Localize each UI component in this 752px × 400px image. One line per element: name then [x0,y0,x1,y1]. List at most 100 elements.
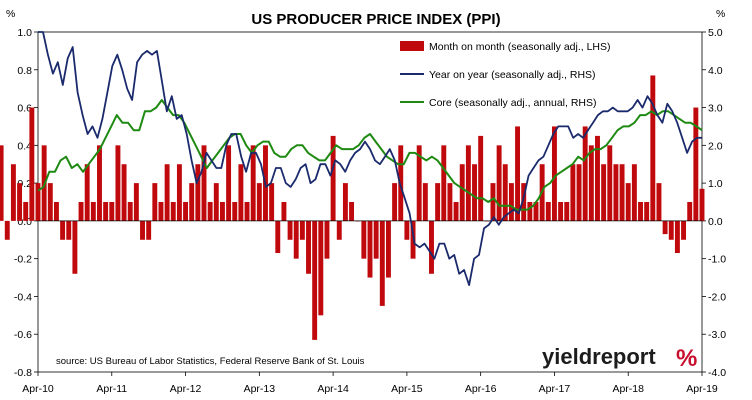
right-tick-label: 3.0 [708,103,723,115]
mom-bar [521,183,527,221]
mom-bar [115,145,121,221]
mom-bar [490,183,496,221]
left-tick-label: -0.2 [14,254,32,266]
right-tick-label: 2.0 [708,140,723,152]
right-tick-label: 1.0 [708,178,723,190]
right-tick-label: -1.0 [708,254,726,266]
mom-bar [10,164,16,221]
mom-bar [576,164,582,221]
x-axis: Apr-10 Apr-11 Apr-12 Apr-13 Apr-14 Apr-15 Apr-… [22,372,718,395]
mom-bar [385,220,391,278]
x-tick-label: Apr-17 [539,383,571,395]
mom-bar [275,220,281,253]
mom-bar [656,183,662,221]
mom-bar [140,220,145,240]
mom-bar [551,126,557,221]
mom-bar [582,126,588,221]
brand-wordmark: yieldreport [542,344,656,369]
mom-bar [146,220,152,240]
mom-bar [681,220,687,240]
right-tick-label: 5.0 [708,27,723,39]
mom-bar [72,220,78,274]
mom-bar [0,145,4,221]
mom-bar [170,202,176,221]
mom-bar [392,183,398,221]
mom-bar [687,202,693,221]
mom-bar [127,202,133,221]
source-note: source: US Bureau of Labor Statistics, F… [56,356,365,367]
mom-bar [256,183,262,221]
mom-bar [78,202,84,221]
mom-bar [361,220,367,259]
mom-bar [607,145,613,221]
mom-bar [195,164,201,221]
mom-bar [250,145,256,221]
left-axis-unit: % [6,8,15,20]
mom-bar [103,202,109,221]
legend: Month on month (seasonally adj., LHS) Ye… [400,41,611,109]
right-tick-label: 0.0 [708,216,723,228]
left-tick-label: 1.0 [17,27,32,39]
x-tick-label: Apr-18 [612,383,644,395]
chart-title: US PRODUCER PRICE INDEX (PPI) [251,11,500,28]
legend-swatch-mom [400,41,424,51]
brand-logo: yieldreport % [542,344,697,372]
mom-bar [281,202,287,221]
mom-bar [238,164,244,221]
x-tick-label: Apr-13 [244,383,276,395]
mom-bar [644,202,650,221]
mom-bar [367,220,373,278]
mom-bar [398,145,404,221]
brand-percent-mark: % [676,345,697,372]
mom-bar [306,220,311,274]
mom-bar [502,164,508,221]
mom-bar [379,220,385,306]
left-tick-label: -0.4 [14,291,32,303]
mom-bar [619,164,625,221]
mom-bar [269,183,275,221]
mom-bar [447,183,453,221]
mom-bar [558,202,564,221]
mom-bar [674,220,680,253]
mom-bar [232,202,238,221]
mom-bar [588,145,594,221]
mom-bar [404,220,410,240]
mom-bars [0,75,705,340]
mom-bar [29,107,35,221]
mom-bar [508,183,514,221]
right-axis-unit: % [716,8,725,20]
mom-bar [693,107,699,221]
mom-bar [66,220,72,240]
mom-bar [429,220,434,274]
mom-bar [631,164,637,221]
left-tick-label: -0.6 [14,329,32,341]
mom-bar [410,220,416,259]
mom-bar [533,202,539,221]
mom-bar [17,183,23,221]
mom-bar [90,202,96,221]
mom-bar [152,183,158,221]
yoy-line [38,31,702,286]
left-tick-label: 0.4 [17,140,32,152]
mom-bar [4,220,10,240]
mom-bar [435,183,441,221]
mom-bar [515,126,521,221]
x-tick-label: Apr-19 [686,383,718,395]
mom-bar [287,220,293,240]
mom-bar [650,75,656,221]
mom-bar [699,188,705,221]
mom-bar [595,135,600,221]
mom-bar [183,202,189,221]
mom-bar [527,202,533,221]
left-tick-label: 0.6 [17,103,32,115]
x-tick-label: Apr-15 [391,383,423,395]
mom-bar [416,145,422,221]
legend-label-mom: Month on month (seasonally adj., LHS) [429,41,611,53]
mom-bar [465,145,471,221]
mom-bar [219,202,225,221]
mom-bar [35,183,41,221]
mom-bar [453,202,459,221]
mom-bar [226,145,232,221]
right-tick-label: 4.0 [708,65,723,77]
